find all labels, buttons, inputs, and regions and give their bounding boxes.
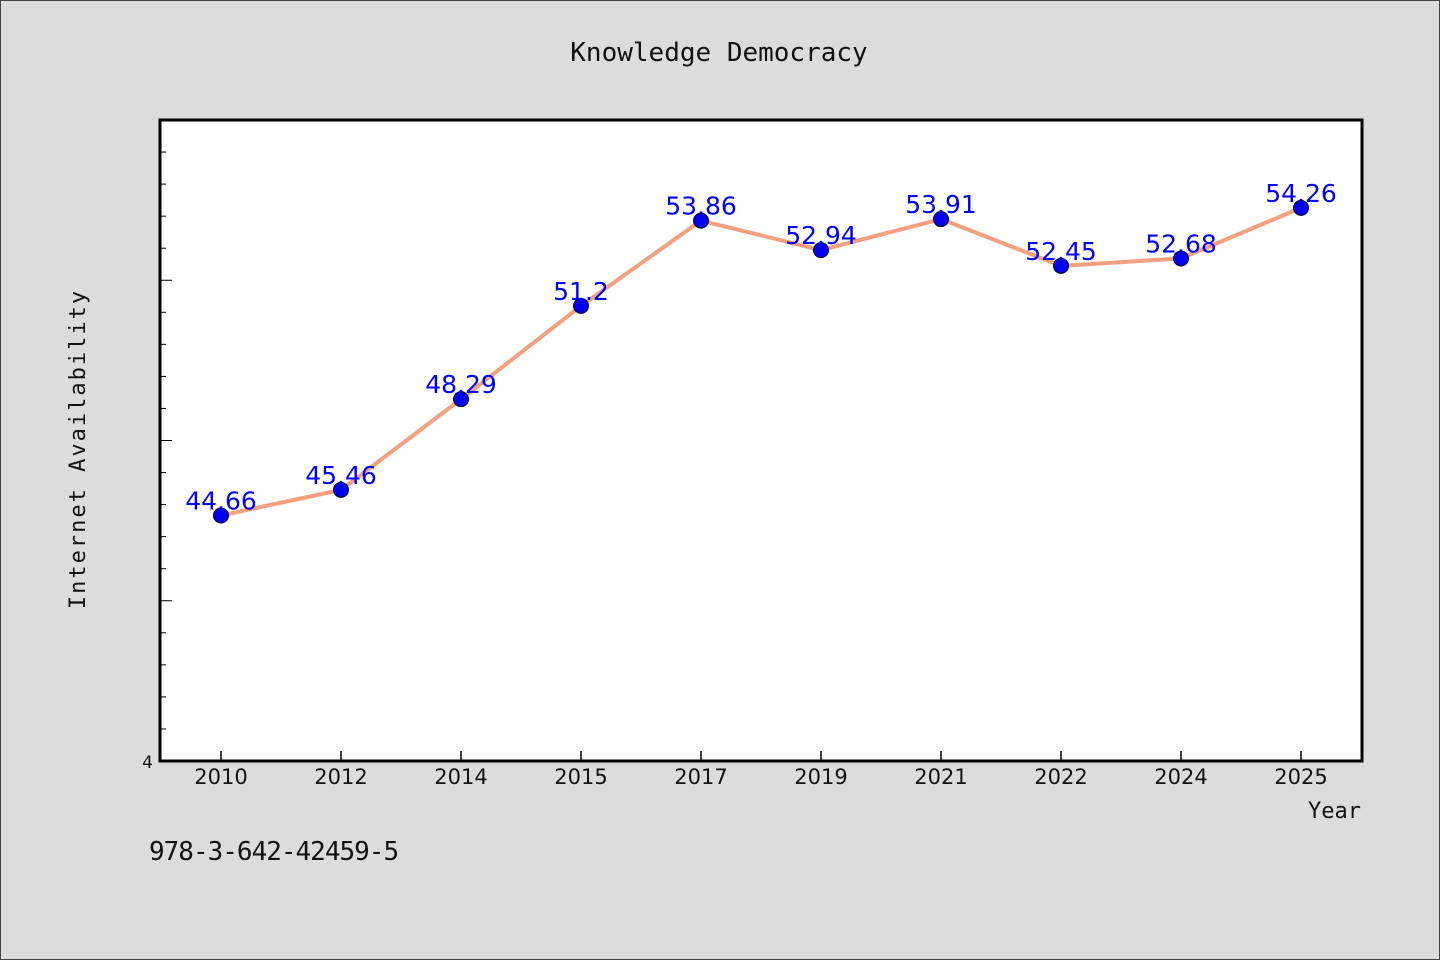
data-label: 52.45 xyxy=(1025,237,1097,266)
plot-area xyxy=(158,118,1364,763)
x-axis-label: Year xyxy=(1308,799,1361,824)
data-point xyxy=(573,297,589,314)
data-point xyxy=(813,242,829,259)
x-tick-label: 2022 xyxy=(1034,765,1087,789)
data-label: 45.46 xyxy=(305,461,377,490)
data-label: 54.26 xyxy=(1265,179,1337,208)
data-label: 44.66 xyxy=(185,486,257,515)
isbn-annotation: 978-3-642-42459-5 xyxy=(149,837,399,867)
data-label: 53.91 xyxy=(905,190,977,219)
data-label: 53.86 xyxy=(665,192,737,221)
x-tick-label: 2017 xyxy=(674,765,727,789)
y-axis-ticks xyxy=(160,119,172,762)
data-point xyxy=(213,507,229,524)
x-axis-ticks: 2010 2012 2014 2015 2017 2019 2021 2022 2024 2025 xyxy=(194,751,1328,789)
x-tick-label: 2025 xyxy=(1274,765,1327,789)
x-tick-label: 2014 xyxy=(434,765,487,789)
data-point xyxy=(1173,250,1189,267)
data-point xyxy=(1293,199,1309,216)
series-line xyxy=(219,205,1303,518)
x-tick-label: 2012 xyxy=(314,765,367,789)
y-tick-label: 4 xyxy=(142,753,153,773)
data-point xyxy=(1053,257,1069,274)
x-tick-label: 2015 xyxy=(554,765,607,789)
x-tick-label: 2021 xyxy=(914,765,967,789)
x-tick-label: 2024 xyxy=(1154,765,1207,789)
chart-title: Knowledge Democracy xyxy=(570,38,867,68)
data-point xyxy=(693,212,709,229)
data-point xyxy=(453,391,469,408)
y-axis-label: Internet Availability xyxy=(66,289,91,609)
x-tick-label: 2019 xyxy=(794,765,847,789)
data-point xyxy=(933,211,949,228)
x-tick-label: 2010 xyxy=(194,765,247,789)
data-label: 51.2 xyxy=(553,277,609,306)
data-point xyxy=(333,481,349,498)
data-label: 48.29 xyxy=(425,370,497,399)
data-label: 52.94 xyxy=(785,221,857,250)
series-layer: 44.66 45.46 48.29 51.2 53.86 52.94 53.91 52.45 5… xyxy=(185,179,1337,524)
data-label: 52.68 xyxy=(1145,229,1217,258)
